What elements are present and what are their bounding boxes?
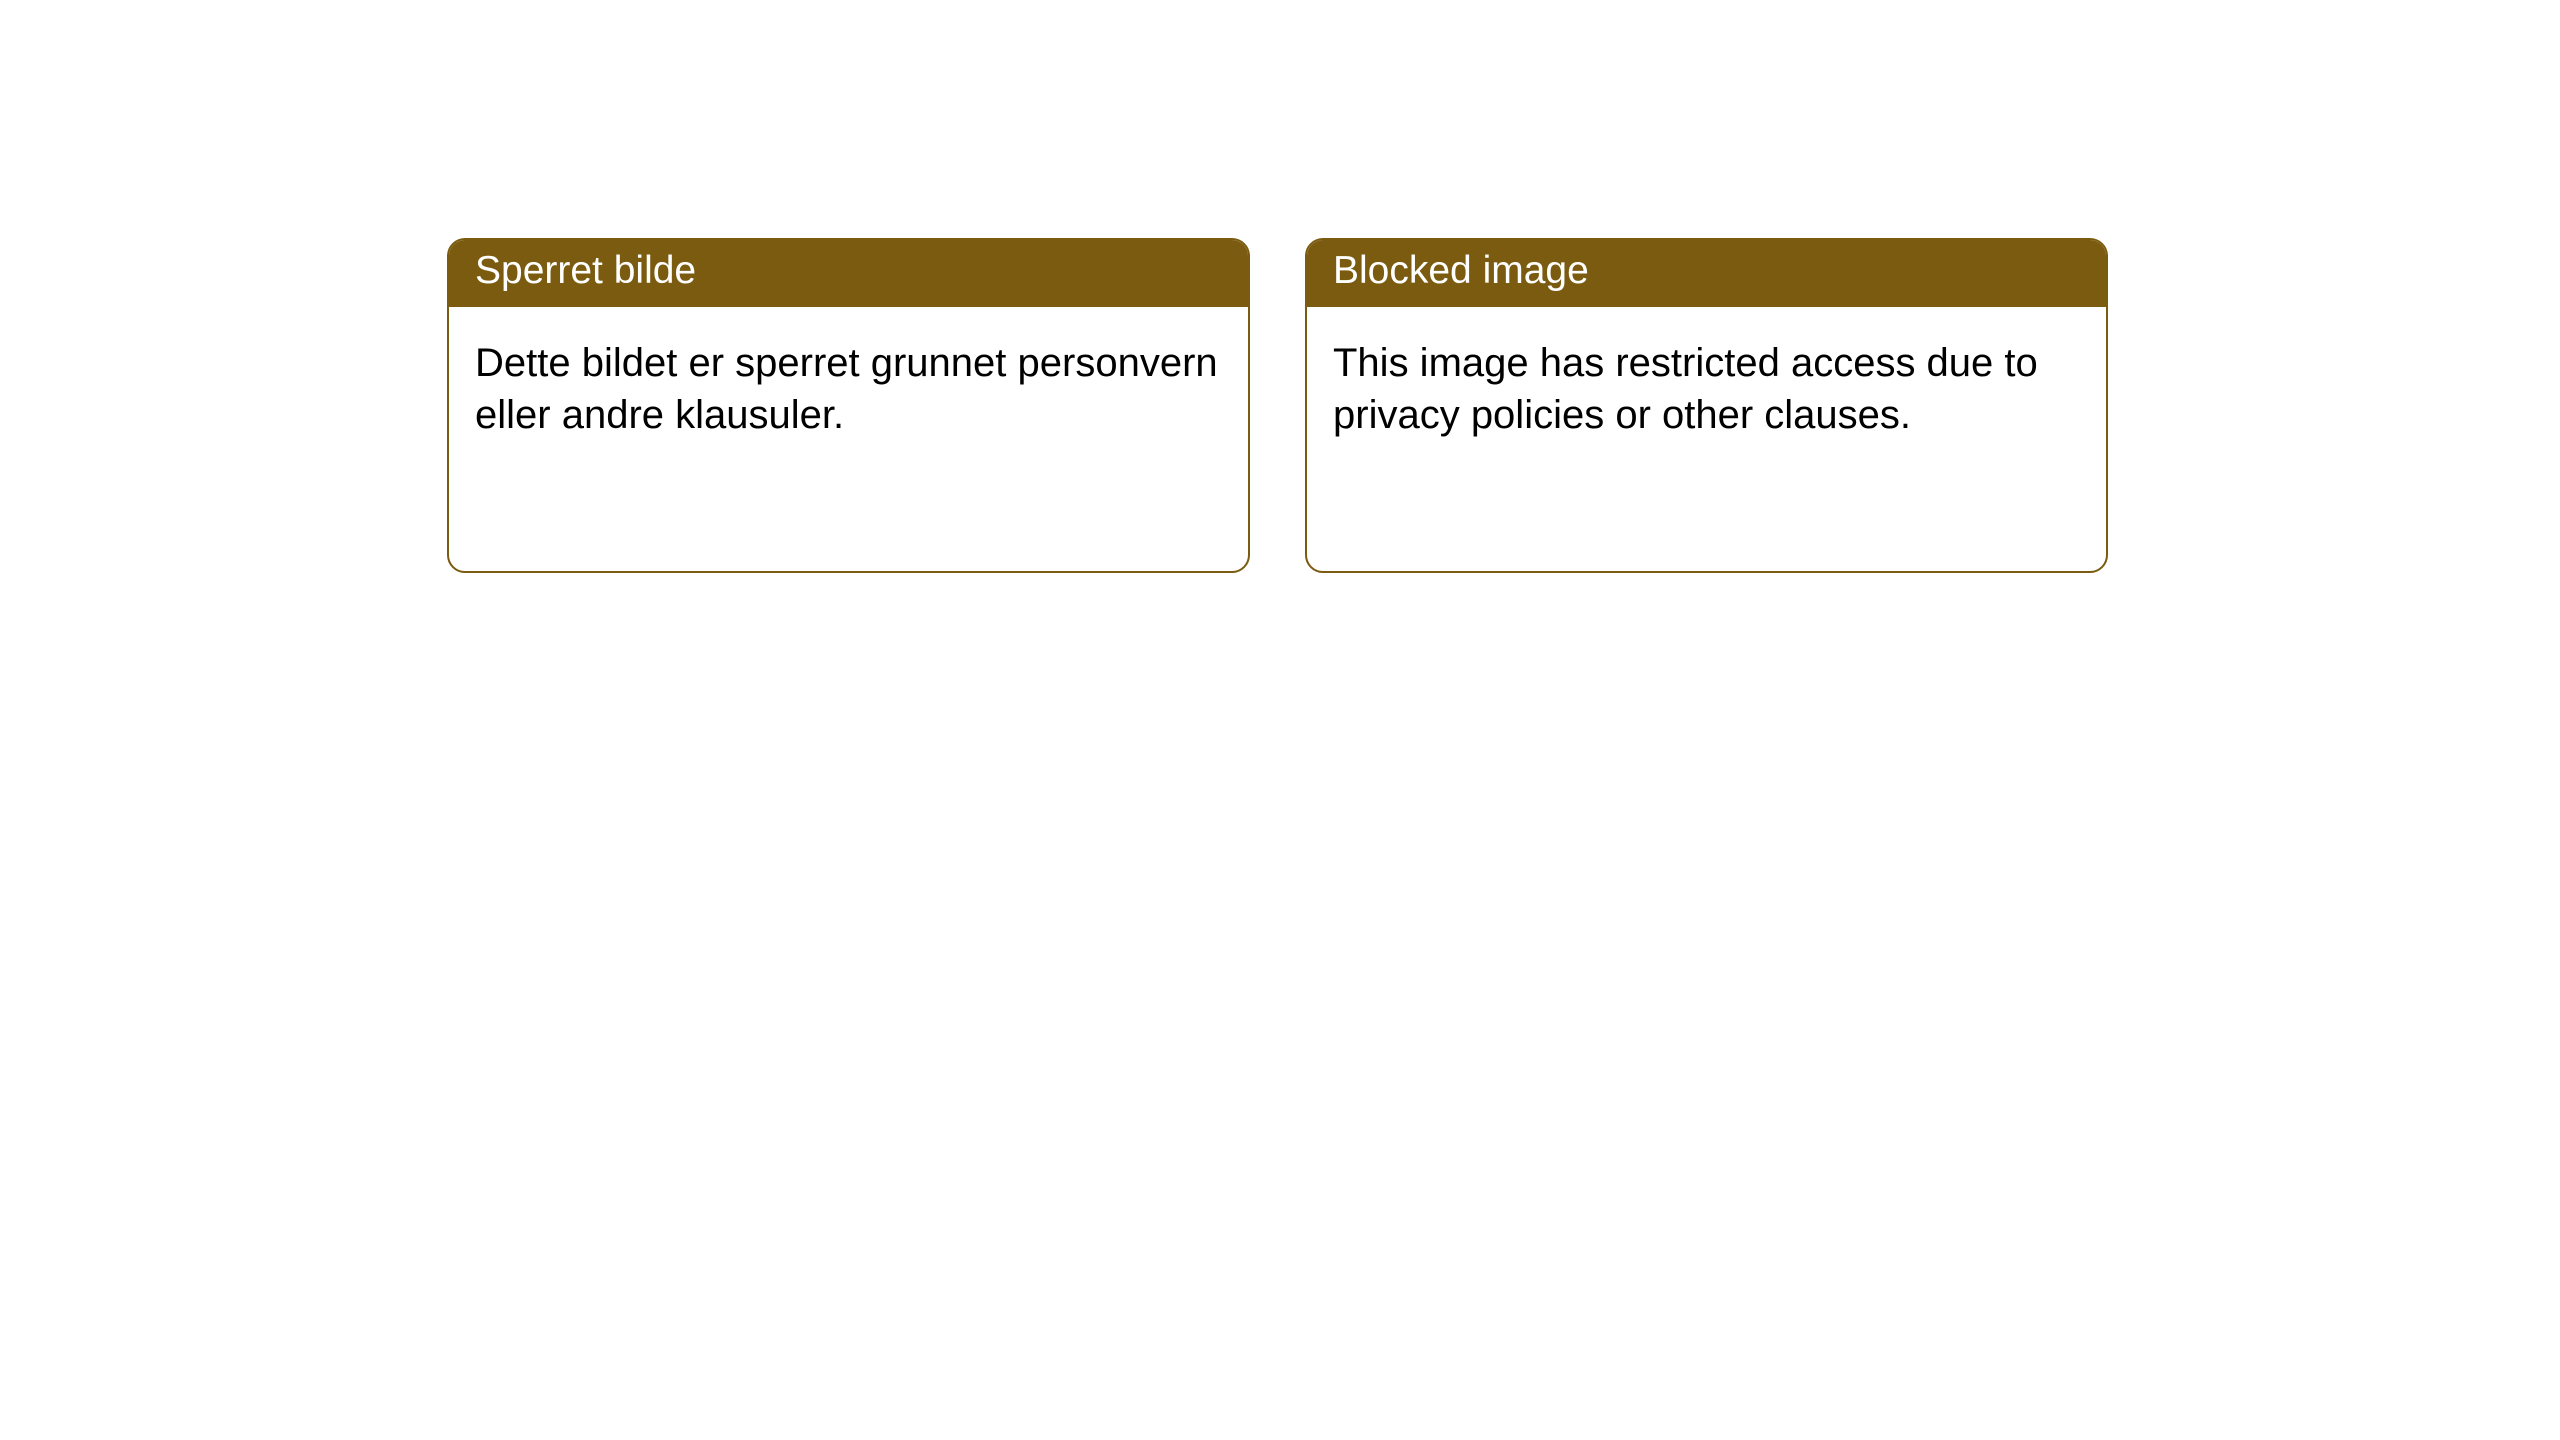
card-body-text: Dette bildet er sperret grunnet personve… — [449, 307, 1248, 471]
blocked-image-notices: Sperret bilde Dette bildet er sperret gr… — [447, 238, 2560, 573]
card-body-text: This image has restricted access due to … — [1307, 307, 2106, 471]
card-title: Sperret bilde — [449, 240, 1248, 307]
blocked-card-english: Blocked image This image has restricted … — [1305, 238, 2108, 573]
blocked-card-norwegian: Sperret bilde Dette bildet er sperret gr… — [447, 238, 1250, 573]
card-title: Blocked image — [1307, 240, 2106, 307]
